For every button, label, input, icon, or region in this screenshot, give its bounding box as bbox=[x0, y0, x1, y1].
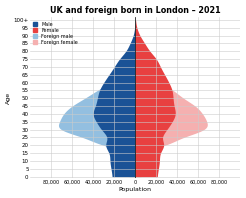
Legend: Male, Female, Foreign male, Foreign female: Male, Female, Foreign male, Foreign fema… bbox=[32, 21, 79, 46]
Y-axis label: Age: Age bbox=[6, 91, 11, 104]
Title: UK and foreign born in London – 2021: UK and foreign born in London – 2021 bbox=[50, 6, 220, 15]
X-axis label: Population: Population bbox=[119, 188, 152, 192]
